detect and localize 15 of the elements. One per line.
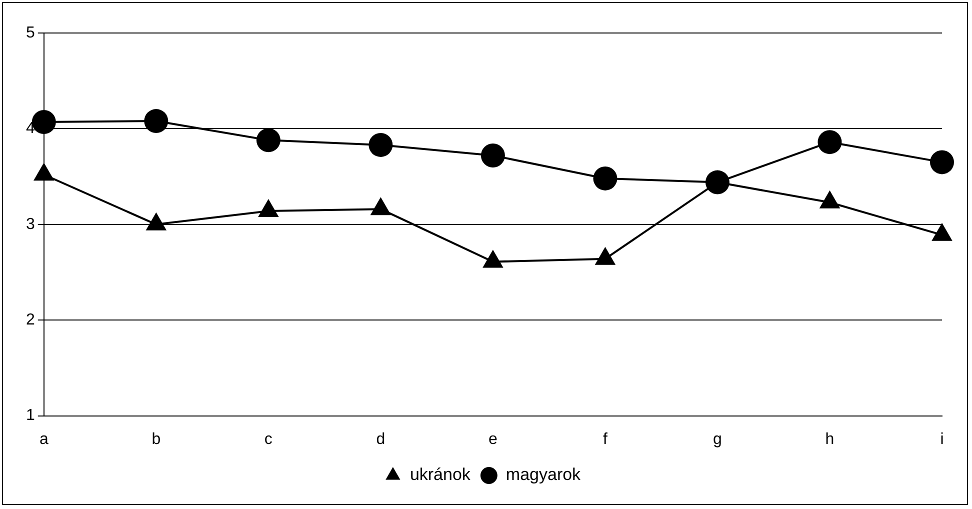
y-tick-label: 2 <box>26 312 35 329</box>
y-tick-label: 3 <box>26 216 35 233</box>
legend-label: magyarok <box>506 465 582 484</box>
x-tick-label: i <box>940 430 944 448</box>
legend-label: ukránok <box>410 465 471 484</box>
x-tick-label: e <box>488 430 498 448</box>
x-tick-label: f <box>602 430 608 448</box>
x-tick-label: h <box>825 430 834 448</box>
x-tick-label: d <box>376 430 386 448</box>
x-tick-label: a <box>39 430 48 448</box>
y-tick-label: 5 <box>26 24 35 42</box>
x-tick-label: c <box>264 430 272 448</box>
x-tick-label: b <box>152 430 161 448</box>
y-tick-label: 1 <box>26 407 35 424</box>
x-tick-label: g <box>713 430 722 448</box>
